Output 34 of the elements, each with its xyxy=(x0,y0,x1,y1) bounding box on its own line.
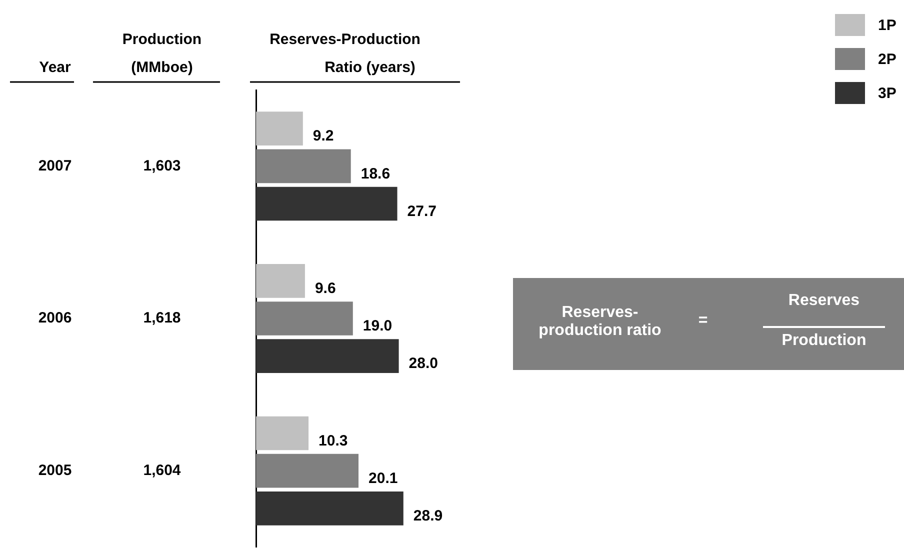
data-label: 9.6 xyxy=(314,280,336,298)
text: Reserves- production ratio xyxy=(538,304,662,340)
text: Reserves xyxy=(787,292,861,310)
bar xyxy=(256,416,309,450)
y-tick-label: 2006 xyxy=(38,310,72,327)
legend-label: 1P xyxy=(878,16,896,34)
data-label: 19.0 xyxy=(362,318,392,335)
bar xyxy=(256,492,404,526)
data-label: 28.0 xyxy=(408,355,438,372)
y-axis-title: Year xyxy=(39,59,72,76)
text: 1,603 xyxy=(143,157,181,174)
x-axis-title: Reserves-Production Ratio (years) xyxy=(270,31,420,76)
data-label: 9.2 xyxy=(312,128,334,145)
data-label: 10.3 xyxy=(318,432,348,450)
bar xyxy=(256,339,399,373)
text: Production (MMboe) xyxy=(122,31,202,76)
bar xyxy=(256,112,303,146)
text: Production xyxy=(763,326,885,350)
bar xyxy=(256,454,359,488)
data-label: 20.1 xyxy=(368,470,398,487)
text: = xyxy=(697,312,709,330)
text: 1,604 xyxy=(143,462,182,479)
bar xyxy=(256,264,305,298)
data-label: 28.9 xyxy=(413,508,443,525)
bar xyxy=(256,302,353,336)
legend-label: 2P xyxy=(878,50,896,68)
bar xyxy=(256,186,398,221)
data-label: 27.7 xyxy=(407,202,436,220)
data-label: 18.6 xyxy=(360,165,390,182)
text: 1,618 xyxy=(143,310,181,327)
y-tick-label: 2005 xyxy=(38,462,72,479)
legend-label: 3P xyxy=(878,84,896,102)
bar xyxy=(256,149,351,184)
y-tick-label: 2007 xyxy=(38,157,72,174)
